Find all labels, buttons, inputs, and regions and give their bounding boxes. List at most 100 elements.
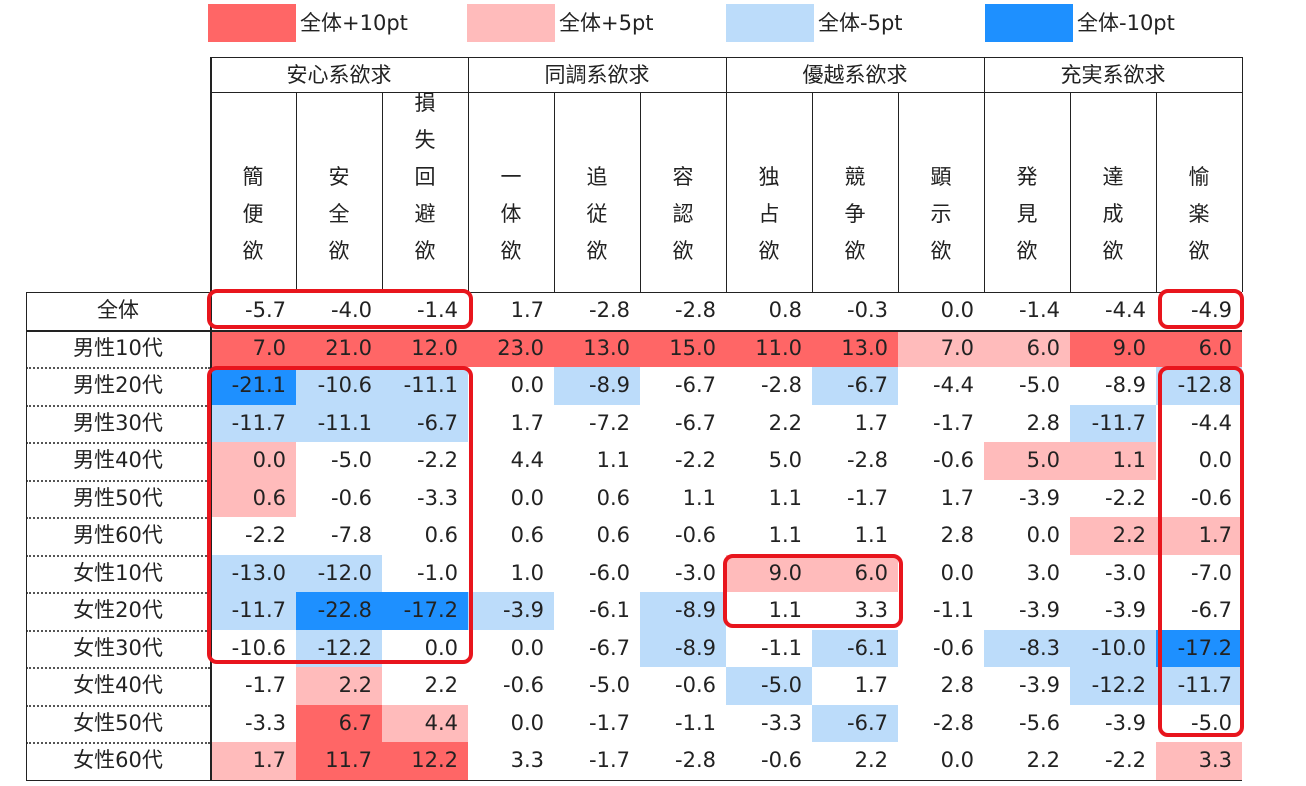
table-cell: -12.0 (296, 554, 382, 592)
table-cell: -5.0 (1019, 373, 1060, 397)
row-label: 男性20代 (73, 373, 163, 397)
table-cell: -6.1 (812, 629, 898, 667)
table-cell: 9.0 (726, 554, 812, 592)
legend-label: 全体-10pt (1077, 11, 1175, 35)
table-cell: 1.1 (768, 485, 802, 510)
table-cell: 1.7 (940, 485, 974, 510)
grid-line (382, 92, 383, 292)
row-label: 全体 (97, 298, 139, 322)
legend-swatch (467, 4, 555, 42)
table-cell: -11.1 (382, 367, 468, 405)
table-cell: -3.9 (468, 592, 554, 630)
legend-label: 全体+5pt (559, 11, 654, 35)
table-cell: 0.6 (210, 479, 296, 517)
table-cell: 0.0 (510, 485, 544, 510)
table-cell: 0.0 (510, 373, 544, 397)
table-cell: 6.0 (984, 329, 1070, 367)
table-cell: 7.0 (210, 329, 296, 367)
table-cell: -3.9 (1105, 598, 1146, 622)
table-cell: -8.9 (640, 592, 726, 630)
table-cell: -8.9 (640, 629, 726, 667)
row-separator (26, 479, 210, 482)
column-header: 達成欲 (1102, 165, 1124, 263)
table-cell: -6.1 (589, 598, 630, 622)
table-cell: 1.7 (210, 742, 296, 780)
table-cell: -7.8 (331, 523, 372, 547)
table-cell: 0.6 (424, 523, 458, 547)
table-cell: -11.7 (1156, 667, 1242, 705)
table-cell: -21.1 (210, 367, 296, 405)
grid-line (26, 779, 1242, 781)
table-cell: 2.2 (854, 748, 888, 772)
table-cell: 6.0 (1156, 329, 1242, 367)
table-cell: 0.6 (596, 523, 630, 547)
table-cell: -7.0 (1191, 560, 1232, 585)
table-cell: 6.0 (812, 554, 898, 592)
table-cell: 2.8 (1026, 410, 1060, 435)
table-cell: 3.3 (854, 598, 888, 622)
table-cell: -4.9 (1191, 298, 1232, 322)
table-cell: 1.1 (596, 448, 630, 472)
table-cell: -3.3 (417, 485, 458, 510)
grid-line (296, 92, 297, 292)
table-cell: -3.3 (245, 710, 286, 735)
table-cell: -0.6 (503, 673, 544, 697)
table-cell: -8.3 (984, 629, 1070, 667)
table-cell: -10.0 (1070, 629, 1156, 667)
table-cell: 13.0 (812, 329, 898, 367)
group-header: 優越系欲求 (802, 63, 908, 87)
table-cell: 2.2 (1026, 748, 1060, 772)
table-cell: -10.6 (296, 367, 382, 405)
grid-line (554, 92, 555, 292)
row-label: 男性30代 (73, 410, 163, 435)
grid-line (468, 57, 469, 292)
table-cell: -2.2 (1105, 485, 1146, 510)
table-cell: -6.7 (812, 367, 898, 405)
row-separator (26, 704, 210, 707)
table-cell: -2.8 (589, 298, 630, 322)
table-cell: -3.9 (1019, 598, 1060, 622)
table-cell: -0.6 (761, 748, 802, 772)
row-label: 男性10代 (73, 335, 163, 360)
column-header: 簡便欲 (242, 165, 264, 263)
table-cell: 1.7 (510, 298, 544, 322)
table-cell: -11.7 (1070, 404, 1156, 442)
table-cell: -0.6 (331, 485, 372, 510)
table-cell: -1.7 (589, 748, 630, 772)
grid-line (26, 292, 1242, 293)
table-cell: 0.0 (210, 442, 296, 480)
row-separator (26, 667, 210, 669)
table-cell: 1.1 (682, 485, 716, 510)
table-cell: -2.8 (675, 298, 716, 322)
group-header: 充実系欲求 (1060, 63, 1166, 87)
table-cell: 1.1 (768, 598, 802, 622)
column-header: 損失回避欲 (414, 91, 436, 263)
table-cell: -12.8 (1156, 367, 1242, 405)
table-cell: -2.8 (933, 710, 974, 735)
table-cell: 1.1 (1070, 442, 1156, 480)
table-cell: -17.2 (1156, 629, 1242, 667)
table-cell: -6.7 (1191, 598, 1232, 622)
table-cell: -6.7 (675, 410, 716, 435)
table-cell: -2.2 (417, 448, 458, 472)
table-cell: -5.0 (726, 667, 812, 705)
table-cell: -0.6 (675, 523, 716, 547)
table-cell: -7.2 (589, 410, 630, 435)
highlight-box (207, 366, 473, 664)
table-cell: 21.0 (296, 329, 382, 367)
table-cell: -2.8 (847, 448, 888, 472)
table-cell: 12.0 (382, 329, 468, 367)
table-cell: -1.1 (761, 635, 802, 660)
legend-label: 全体-5pt (818, 11, 903, 35)
table-cell: 5.0 (768, 448, 802, 472)
table-cell: 9.0 (1070, 329, 1156, 367)
grid-line (812, 92, 813, 292)
row-separator (26, 517, 210, 519)
table-cell: 0.0 (1198, 448, 1232, 472)
row-label: 男性60代 (73, 523, 163, 547)
table-cell: 2.2 (768, 410, 802, 435)
table-cell: -3.0 (1105, 560, 1146, 585)
column-header: 一体欲 (500, 165, 522, 263)
table-cell: -3.9 (1105, 710, 1146, 735)
table-cell: 13.0 (554, 329, 640, 367)
